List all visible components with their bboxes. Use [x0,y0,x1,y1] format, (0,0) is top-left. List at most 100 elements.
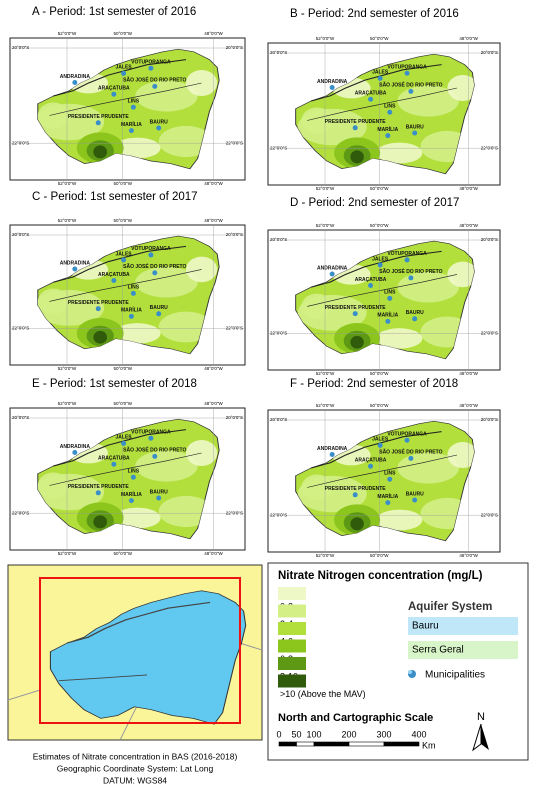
zone [376,509,423,531]
zone [37,472,70,499]
municipality-label: VOTUPORANGA [387,432,427,438]
longitude-label: 48°0'0"W [459,186,478,191]
class-swatch [278,639,306,653]
municipality-label: PRESIDENTE PRUDENTE [325,305,387,311]
latitude-label: 22°0'0"S [226,510,243,515]
scale-tick-label: 0 [276,729,281,739]
municipality-label: SÃO JOSÉ DO RIO PRETO [123,76,186,84]
river [310,250,442,288]
longitude-label: 52°0'0"W [316,403,335,408]
municipality-label: SÃO JOSÉ DO RIO PRETO [379,448,442,456]
municipality [329,271,335,277]
class-swatch [278,657,306,670]
municipality-label: ARAÇATUBA [355,458,387,464]
zone [93,515,108,529]
longitude-label: 50°0'0"W [370,36,389,41]
longitude-label: 50°0'0"W [113,366,132,371]
concentration-zones [37,256,218,349]
zone [376,142,423,164]
latitude-label: 20°0'0"S [270,417,287,422]
municipality [385,133,391,139]
municipality [152,453,158,459]
zone [397,85,459,117]
municipality-label: MARÍLIA [377,311,398,319]
municipality [368,96,374,102]
longitude-label: 52°0'0"W [316,186,335,191]
scale-tick-label: 400 [411,729,426,739]
river [49,82,202,116]
longitude-label: 52°0'0"W [58,401,77,406]
inset-map [7,564,263,741]
municipality [95,120,101,126]
municipality [130,290,136,296]
municipality-label: ANDRADINA [60,260,91,266]
zone [350,335,364,349]
municipality-label: MARÍLIA [377,125,398,133]
latitude-label: 22°0'0"S [226,326,243,331]
municipality [95,306,101,312]
longitude-label: 50°0'0"W [113,551,132,556]
municipality [130,104,136,110]
municipality-label: BAURU [406,491,424,497]
municipality [111,461,117,467]
zone [350,150,364,164]
latitude-label: 20°0'0"S [12,415,29,420]
municipality [152,270,158,276]
caption-line: Estimates of Nitrate concentration in BA… [33,751,238,761]
longitude-label: 48°0'0"W [204,401,223,406]
municipality [121,70,127,76]
longitude-label: 50°0'0"W [370,186,389,191]
municipality-label: BAURU [150,119,168,125]
zone [301,293,333,320]
zone [113,137,161,159]
zone [447,74,475,101]
map-panel: D - Period: 2nd semester of 2017 52°0'0"W… [267,197,501,376]
class-swatch [278,674,306,688]
municipality-label: JALES [372,256,389,262]
longitude-label: 48°0'0"W [459,36,478,41]
municipality [385,318,391,324]
municipality-label: SÃO JOSÉ DO RIO PRETO [123,262,186,270]
zone [350,517,364,531]
municipality-label: PRESIDENTE PRUDENTE [68,114,130,120]
latitude-label: 22°0'0"S [481,512,498,517]
latitude-label: 22°0'0"S [481,145,498,150]
municipality-label: PRESIDENTE PRUDENTE [68,484,130,490]
municipality-label: LINS [384,104,396,110]
longitude-label: 48°0'0"W [204,366,223,371]
municipalities-label: Municipalities [425,670,485,681]
zone [93,330,108,344]
zone [376,328,423,349]
municipality-label: ANDRADINA [60,74,91,80]
municipality-label: MARÍLIA [377,492,398,500]
class-swatch [278,604,306,618]
longitude-label: 48°0'0"W [459,223,478,228]
longitude-label: 52°0'0"W [58,181,77,186]
class-swatch [278,622,306,635]
aquifer-swatch [408,617,518,635]
municipality [148,435,154,441]
river [53,429,187,467]
longitude-label: 48°0'0"W [459,403,478,408]
municipality [404,70,410,76]
longitude-label: 50°0'0"W [370,403,389,408]
latitude-label: 20°0'0"S [12,45,29,50]
zone [301,107,333,134]
municipality-label: BAURU [150,305,168,311]
zone [113,323,161,344]
municipality [352,311,358,317]
municipality [111,278,117,284]
municipality-label: ARAÇATUBA [98,272,130,278]
municipality [408,275,414,281]
municipality-label: PRESIDENTE PRUDENTE [325,486,387,492]
municipality [72,450,78,455]
scale-segment [278,741,297,747]
panels: A - Period: 1st semester of 2016 52°0'0"W… [9,6,501,558]
municipality [387,295,393,301]
longitude-label: 48°0'0"W [204,551,223,556]
municipality [130,474,136,480]
longitude-label: 48°0'0"W [204,31,223,36]
municipality-label: ANDRADINA [317,446,348,452]
municipality-label: JALES [372,437,389,443]
zone [37,102,70,129]
